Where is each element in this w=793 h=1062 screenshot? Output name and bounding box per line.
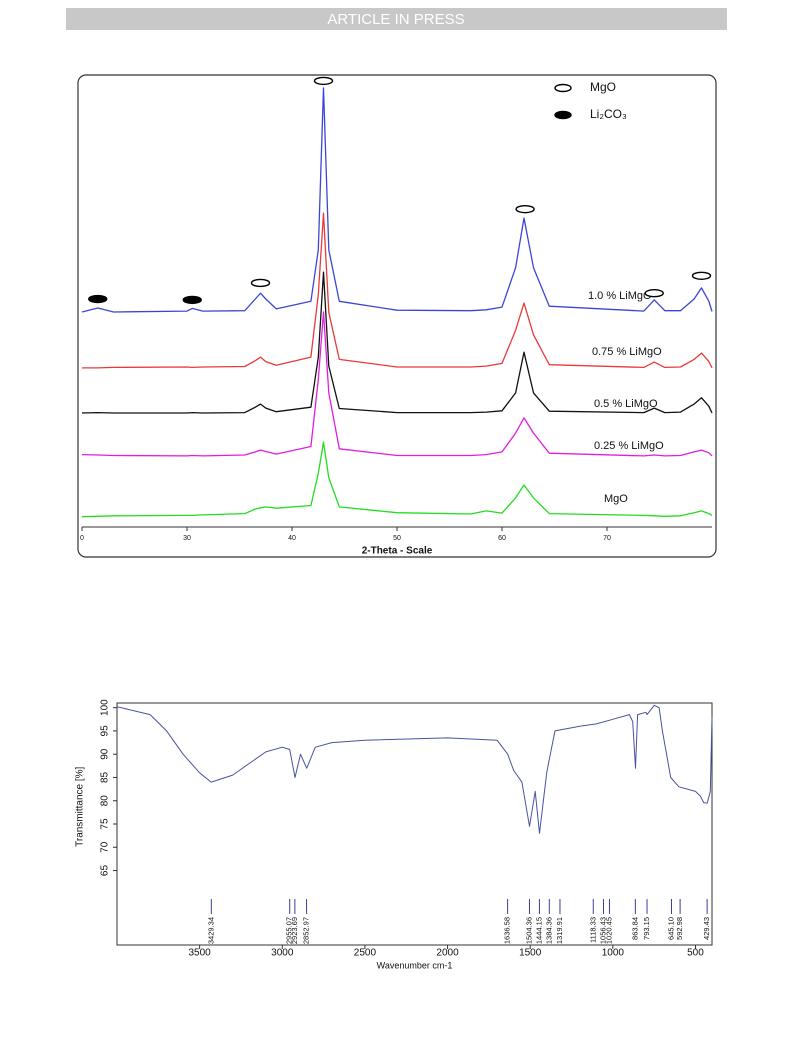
series-line bbox=[81, 441, 713, 518]
peak-label: 3429.34 bbox=[206, 917, 215, 944]
x-tick-label: 3000 bbox=[271, 948, 294, 959]
series-line bbox=[82, 212, 713, 369]
series-line bbox=[81, 87, 713, 313]
legend-label: Li₂CO₃ bbox=[590, 107, 627, 121]
series-line bbox=[116, 704, 713, 834]
peak-label: 1504.36 bbox=[524, 917, 533, 944]
peak-label: 2923.69 bbox=[290, 917, 299, 944]
phase-marker bbox=[644, 289, 664, 298]
x-axis-label: 2-Theta - Scale bbox=[362, 546, 433, 557]
phase-marker bbox=[250, 278, 271, 288]
y-tick-label: 85 bbox=[100, 771, 111, 783]
peak-label: 645.10 bbox=[666, 917, 675, 940]
series-label: 0.5 % LiMgO bbox=[594, 398, 658, 410]
x-tick-label: 3500 bbox=[189, 948, 212, 959]
y-tick-label: 80 bbox=[100, 795, 111, 807]
y-tick-label: 90 bbox=[100, 748, 111, 760]
series-label: 1.0 % LiMgO bbox=[588, 290, 652, 302]
y-tick-label: 95 bbox=[100, 725, 111, 737]
x-tick-label: 0 bbox=[80, 535, 84, 542]
peak-label: 793.15 bbox=[642, 917, 651, 940]
x-tick-label: 70 bbox=[603, 535, 611, 542]
peak-label: 1444.15 bbox=[534, 917, 543, 944]
series-label: 0.75 % LiMgO bbox=[592, 346, 662, 358]
peak-label: 429.43 bbox=[702, 917, 711, 940]
x-tick-label: 30 bbox=[183, 535, 191, 542]
series-line bbox=[81, 311, 713, 457]
x-tick-label: 2500 bbox=[354, 948, 377, 959]
x-tick-label: 50 bbox=[393, 535, 401, 542]
banner: ARTICLE IN PRESS bbox=[327, 11, 464, 28]
y-tick-label: 65 bbox=[100, 865, 111, 877]
peak-label: 2955.07 bbox=[285, 917, 294, 944]
phase-marker bbox=[313, 76, 334, 86]
y-tick-label: 75 bbox=[100, 818, 111, 830]
series-line bbox=[81, 271, 713, 414]
phase-marker bbox=[88, 294, 108, 304]
series-label: MgO bbox=[604, 493, 628, 505]
legend-label: MgO bbox=[590, 80, 616, 94]
x-tick-label: 40 bbox=[288, 535, 296, 542]
y-tick-label: 100 bbox=[100, 699, 111, 716]
legend-symbol bbox=[554, 83, 572, 93]
x-axis-label: Wavenumber cm-1 bbox=[377, 960, 453, 970]
peak-label: 1118.33 bbox=[588, 917, 597, 943]
x-tick-label: 1500 bbox=[519, 948, 542, 959]
series-label: 0.25 % LiMgO bbox=[594, 440, 664, 452]
peak-label: 1020.45 bbox=[604, 917, 613, 944]
legend-symbol bbox=[554, 110, 572, 120]
y-axis-label: Transmittance [%] bbox=[75, 766, 86, 846]
figure-frame bbox=[77, 74, 717, 558]
peak-label: 863.84 bbox=[630, 917, 639, 940]
y-tick-label: 70 bbox=[100, 841, 111, 853]
peak-label: 592.98 bbox=[675, 917, 684, 940]
banner-bg bbox=[66, 8, 727, 30]
peak-label: 1384.36 bbox=[544, 917, 553, 944]
x-tick-label: 2000 bbox=[436, 948, 459, 959]
x-tick-label: 1000 bbox=[602, 948, 625, 959]
x-tick-label: 500 bbox=[687, 948, 704, 959]
peak-label: 1319.91 bbox=[555, 917, 564, 944]
x-tick-label: 60 bbox=[498, 535, 506, 542]
peak-label: 1636.58 bbox=[503, 917, 512, 944]
peak-label: 2852.97 bbox=[302, 917, 311, 944]
phase-marker bbox=[182, 295, 202, 305]
phase-marker bbox=[691, 271, 712, 280]
phase-marker bbox=[515, 204, 535, 214]
peak-label: 1056.43 bbox=[598, 917, 607, 944]
